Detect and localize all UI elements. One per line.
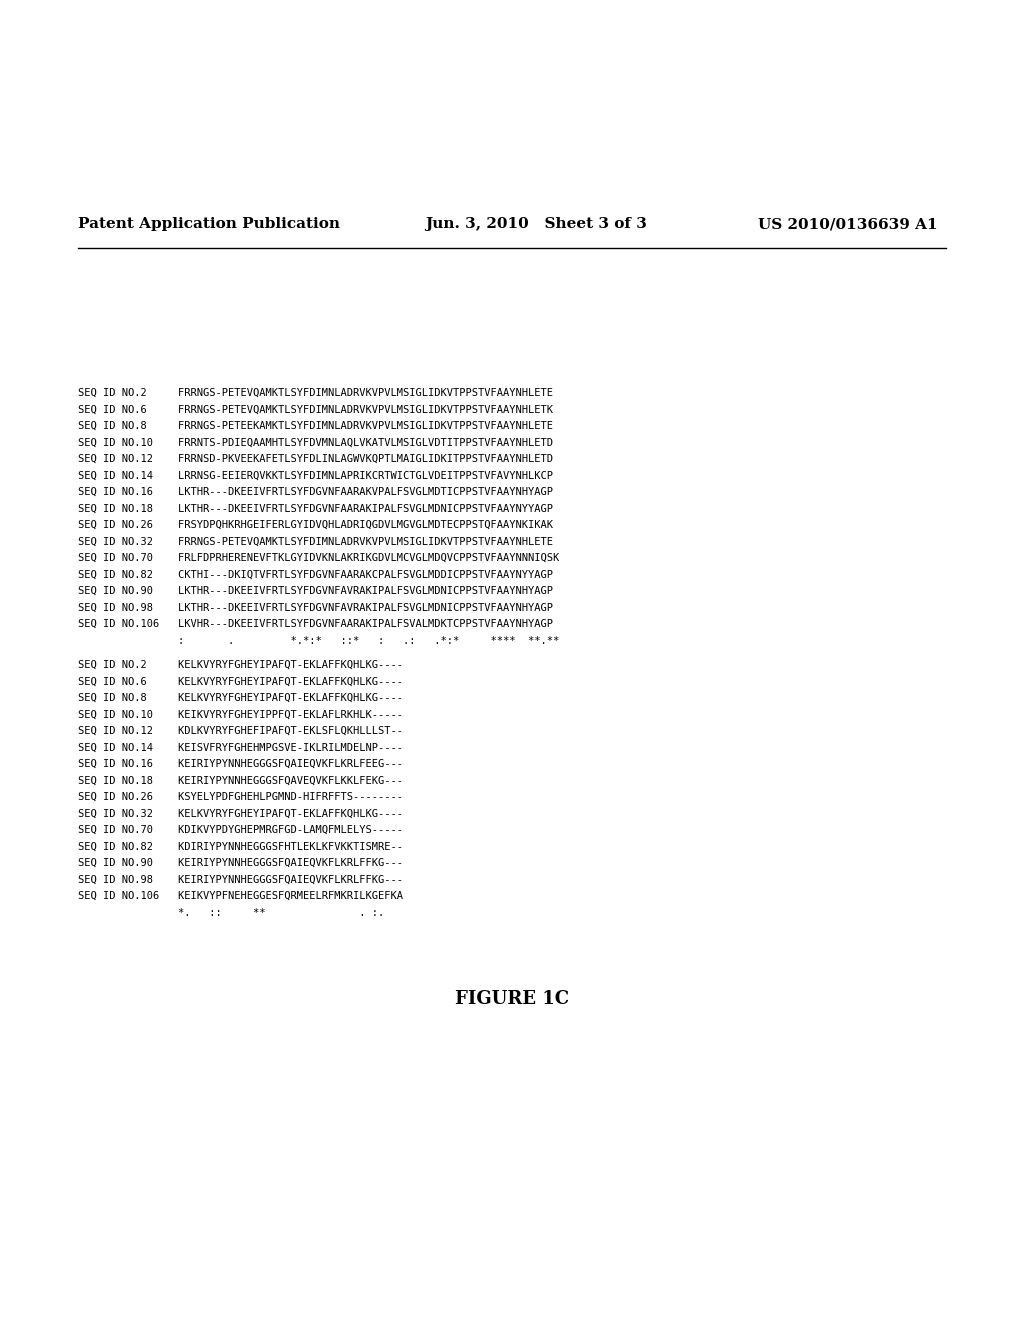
Text: SEQ ID NO.98    KEIRIYPYNNHEGGGSFQAIEQVKFLKRLFFKG---: SEQ ID NO.98 KEIRIYPYNNHEGGGSFQAIEQVKFLK… xyxy=(78,874,403,884)
Text: SEQ ID NO.106   KEIKVYPFNEHEGGESFQRMEELRFMKRILKGEFKA: SEQ ID NO.106 KEIKVYPFNEHEGGESFQRMEELRFM… xyxy=(78,891,403,902)
Text: SEQ ID NO.32    FRRNGS-PETEVQAMKTLSYFDIMNLADRVKVPVLMSIGLIDKVTPPSTVFAAYNHLETE: SEQ ID NO.32 FRRNGS-PETEVQAMKTLSYFDIMNLA… xyxy=(78,536,553,546)
Text: FIGURE 1C: FIGURE 1C xyxy=(455,990,569,1008)
Text: SEQ ID NO.70    KDIKVYPDYGHEPMRGFGD-LAMQFMLELYS-----: SEQ ID NO.70 KDIKVYPDYGHEPMRGFGD-LAMQFML… xyxy=(78,825,403,836)
Text: SEQ ID NO.18    KEIRIYPYNNHEGGGSFQAVEQVKFLKKLFEKG---: SEQ ID NO.18 KEIRIYPYNNHEGGGSFQAVEQVKFLK… xyxy=(78,776,403,785)
Text: SEQ ID NO.18    LKTHR---DKEEIVFRTLSYFDGVNFAARAKIPALFSVGLMDNICPPSTVFAAYNYYAGP: SEQ ID NO.18 LKTHR---DKEEIVFRTLSYFDGVNFA… xyxy=(78,503,553,513)
Text: SEQ ID NO.26    FRSYDPQHKRHGEIFERLGYIDVQHLADRIQGDVLMGVGLMDTECPPSTQFAAYNKIKAK: SEQ ID NO.26 FRSYDPQHKRHGEIFERLGYIDVQHLA… xyxy=(78,520,553,531)
Text: SEQ ID NO.2     FRRNGS-PETEVQAMKTLSYFDIMNLADRVKVPVLMSIGLIDKVTPPSTVFAAYNHLETE: SEQ ID NO.2 FRRNGS-PETEVQAMKTLSYFDIMNLAD… xyxy=(78,388,553,399)
Text: SEQ ID NO.12    KDLKVYRYFGHEFIPAFQT-EKLSFLQKHLLLST--: SEQ ID NO.12 KDLKVYRYFGHEFIPAFQT-EKLSFLQ… xyxy=(78,726,403,737)
Text: SEQ ID NO.16    KEIRIYPYNNHEGGGSFQAIEQVKFLKRLFEEG---: SEQ ID NO.16 KEIRIYPYNNHEGGGSFQAIEQVKFLK… xyxy=(78,759,403,770)
Text: SEQ ID NO.6     FRRNGS-PETEVQAMKTLSYFDIMNLADRVKVPVLMSIGLIDKVTPPSTVFAAYNHLETK: SEQ ID NO.6 FRRNGS-PETEVQAMKTLSYFDIMNLAD… xyxy=(78,404,553,414)
Text: Jun. 3, 2010   Sheet 3 of 3: Jun. 3, 2010 Sheet 3 of 3 xyxy=(425,216,647,231)
Text: SEQ ID NO.82    KDIRIYPYNNHEGGGSFHTLEKLKFVKKTISMRE--: SEQ ID NO.82 KDIRIYPYNNHEGGGSFHTLEKLKFVK… xyxy=(78,842,403,851)
Text: SEQ ID NO.8     FRRNGS-PETEEKAMKTLSYFDIMNLADRVKVPVLMSIGLIDKVTPPSTVFAAYNHLETE: SEQ ID NO.8 FRRNGS-PETEEKAMKTLSYFDIMNLAD… xyxy=(78,421,553,432)
Text: SEQ ID NO.98    LKTHR---DKEEIVFRTLSYFDGVNFAVRAKIPALFSVGLMDNICPPSTVFAAYNHYAGP: SEQ ID NO.98 LKTHR---DKEEIVFRTLSYFDGVNFA… xyxy=(78,602,553,612)
Text: SEQ ID NO.32    KELKVYRYFGHEYIPAFQT-EKLAFFKQHLKG----: SEQ ID NO.32 KELKVYRYFGHEYIPAFQT-EKLAFFK… xyxy=(78,808,403,818)
Text: SEQ ID NO.10    KEIKVYRYFGHEYIPPFQT-EKLAFLRKHLK-----: SEQ ID NO.10 KEIKVYRYFGHEYIPPFQT-EKLAFLR… xyxy=(78,710,403,719)
Text: SEQ ID NO.26    KSYELYPDFGHEHLPGMND-HIFRFFTS--------: SEQ ID NO.26 KSYELYPDFGHEHLPGMND-HIFRFFT… xyxy=(78,792,403,803)
Text: SEQ ID NO.90    KEIRIYPYNNHEGGGSFQAIEQVKFLKRLFFKG---: SEQ ID NO.90 KEIRIYPYNNHEGGGSFQAIEQVKFLK… xyxy=(78,858,403,869)
Text: SEQ ID NO.2     KELKVYRYFGHEYIPAFQT-EKLAFFKQHLKG----: SEQ ID NO.2 KELKVYRYFGHEYIPAFQT-EKLAFFKQ… xyxy=(78,660,403,671)
Text: Patent Application Publication: Patent Application Publication xyxy=(78,216,340,231)
Text: SEQ ID NO.16    LKTHR---DKEEIVFRTLSYFDGVNFAARAKVPALFSVGLMDTICPPSTVFAAYNHYAGP: SEQ ID NO.16 LKTHR---DKEEIVFRTLSYFDGVNFA… xyxy=(78,487,553,498)
Text: SEQ ID NO.106   LKVHR---DKEEIVFRTLSYFDGVNFAARAKIPALFSVALMDKTCPPSTVFAAYNHYAGP: SEQ ID NO.106 LKVHR---DKEEIVFRTLSYFDGVNF… xyxy=(78,619,553,630)
Text: SEQ ID NO.10    FRRNTS-PDIEQAAMHTLSYFDVMNLAQLVKATVLMSIGLVDTITPPSTVFAAYNHLETD: SEQ ID NO.10 FRRNTS-PDIEQAAMHTLSYFDVMNLA… xyxy=(78,437,553,447)
Text: US 2010/0136639 A1: US 2010/0136639 A1 xyxy=(758,216,937,231)
Text: SEQ ID NO.8     KELKVYRYFGHEYIPAFQT-EKLAFFKQHLKG----: SEQ ID NO.8 KELKVYRYFGHEYIPAFQT-EKLAFFKQ… xyxy=(78,693,403,704)
Text: SEQ ID NO.82    CKTHI---DKIQTVFRTLSYFDGVNFAARAKCPALFSVGLMDDICPPSTVFAAYNYYAGP: SEQ ID NO.82 CKTHI---DKIQTVFRTLSYFDGVNFA… xyxy=(78,569,553,579)
Text: SEQ ID NO.70    FRLFDPRHERENEVFTKLGYIDVKNLAKRIKGDVLMCVGLMDQVCPPSTVFAAYNNNIQSK: SEQ ID NO.70 FRLFDPRHERENEVFTKLGYIDVKNLA… xyxy=(78,553,559,564)
Text: SEQ ID NO.6     KELKVYRYFGHEYIPAFQT-EKLAFFKQHLKG----: SEQ ID NO.6 KELKVYRYFGHEYIPAFQT-EKLAFFKQ… xyxy=(78,676,403,686)
Text: SEQ ID NO.14    LRRNSG-EEIERQVKKTLSYFDIMNLAPRIKCRTWICTGLVDEITPPSTVFAVYNHLKCP: SEQ ID NO.14 LRRNSG-EEIERQVKKTLSYFDIMNLA… xyxy=(78,470,553,480)
Text: :       .         *.*:*   ::*   :   .:   .*:*     ****  **.**: : . *.*:* ::* : .: .*:* **** **.** xyxy=(78,635,559,645)
Text: SEQ ID NO.90    LKTHR---DKEEIVFRTLSYFDGVNFAVRAKIPALFSVGLMDNICPPSTVFAAYNHYAGP: SEQ ID NO.90 LKTHR---DKEEIVFRTLSYFDGVNFA… xyxy=(78,586,553,597)
Text: SEQ ID NO.12    FRRNSD-PKVEEKAFETLSYFDLINLAGWVKQPTLMAIGLIDKITPPSTVFAAYNHLETD: SEQ ID NO.12 FRRNSD-PKVEEKAFETLSYFDLINLA… xyxy=(78,454,553,465)
Text: SEQ ID NO.14    KEISVFRYFGHEHMPGSVE-IKLRILMDELNP----: SEQ ID NO.14 KEISVFRYFGHEHMPGSVE-IKLRILM… xyxy=(78,742,403,752)
Text: *.   ::     **               . :.: *. :: ** . :. xyxy=(78,908,384,917)
